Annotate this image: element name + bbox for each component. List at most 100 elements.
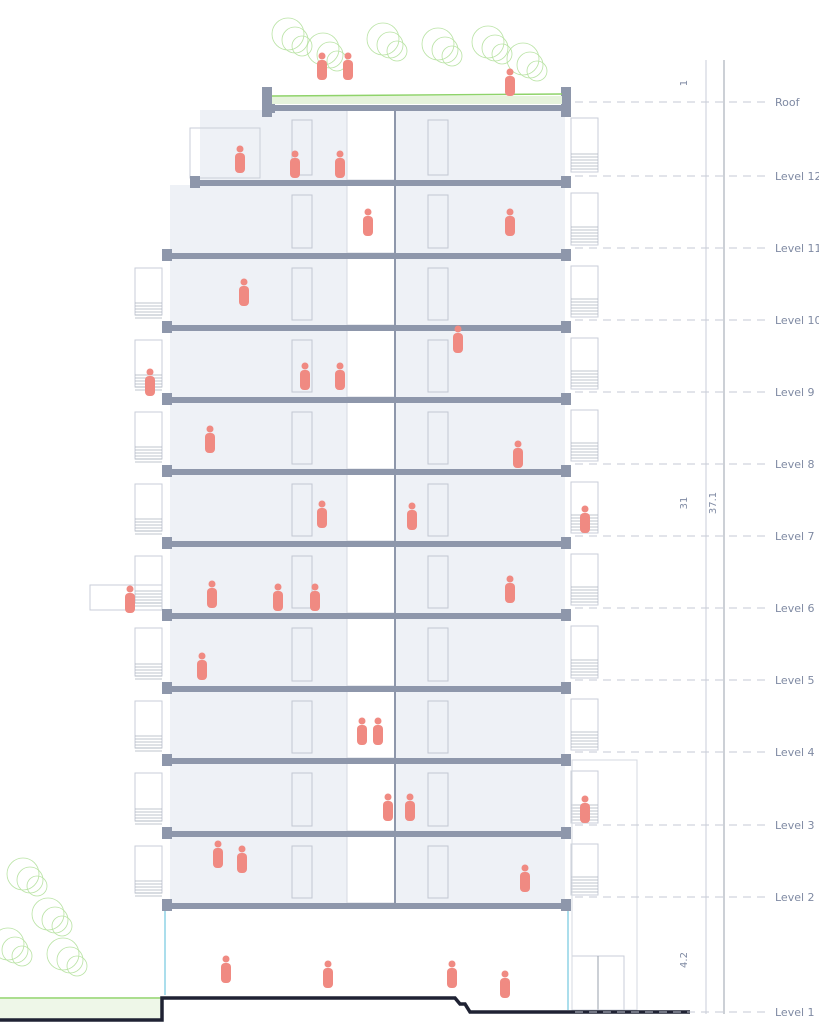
door: [427, 845, 449, 899]
person-body: [505, 216, 515, 236]
stair-core: [346, 109, 396, 181]
column: [561, 682, 571, 694]
balcony-right: [570, 117, 599, 173]
level-label: Level 2: [775, 891, 815, 904]
column: [190, 176, 200, 188]
tree: [506, 42, 540, 76]
column: [162, 899, 172, 911]
column: [561, 249, 571, 261]
person-body: [505, 583, 515, 603]
balcony-right: [570, 337, 599, 390]
person-head: [501, 970, 509, 978]
level-label: Level 7: [775, 530, 815, 543]
floor-slab: [162, 397, 570, 403]
tree: [6, 857, 40, 891]
person-body: [447, 968, 457, 988]
column: [561, 899, 571, 911]
person-body: [235, 153, 245, 173]
person-head: [581, 505, 589, 513]
door: [291, 627, 313, 682]
person-body: [205, 433, 215, 453]
level-labels: Roof Level 12 Level 11 Level 10 Level 9 Level…: [775, 96, 819, 1019]
balcony-right: [570, 553, 599, 606]
level-label: Level 3: [775, 819, 815, 832]
floor-slab: [190, 180, 570, 186]
door: [291, 194, 313, 249]
level-label: Level 10: [775, 314, 819, 327]
level-lines: [575, 101, 765, 1013]
roof-grass: [271, 93, 563, 97]
person-head: [336, 150, 344, 158]
person-body: [335, 370, 345, 390]
balcony-left: [134, 772, 163, 822]
stair-core: [346, 545, 396, 614]
door: [291, 119, 313, 176]
person-body: [213, 848, 223, 868]
person-body: [500, 978, 510, 998]
parapet: [262, 87, 272, 117]
person-head: [318, 500, 326, 508]
balcony-left: [134, 555, 163, 604]
floor-slab: [265, 105, 570, 111]
column: [162, 465, 172, 477]
person-body: [343, 60, 353, 80]
tree: [376, 31, 404, 59]
dimension-lines: 1 31 37.1 4.2: [679, 60, 725, 1014]
person-body: [317, 60, 327, 80]
door: [291, 845, 313, 899]
person-head: [514, 440, 522, 448]
column: [561, 465, 571, 477]
column: [561, 754, 571, 766]
person-body: [125, 593, 135, 613]
person-body: [373, 725, 383, 745]
tree: [0, 927, 25, 961]
person-head: [406, 793, 414, 801]
door: [291, 339, 313, 393]
floor-slab: [162, 613, 570, 619]
person-head: [506, 68, 514, 76]
person-head: [222, 955, 230, 963]
balcony-right: [570, 192, 599, 246]
person-body: [145, 376, 155, 396]
balcony-left: [134, 700, 163, 749]
column: [162, 682, 172, 694]
level-label: Level 1: [775, 1006, 815, 1019]
column: [162, 249, 172, 261]
balcony-right: [570, 265, 599, 318]
level-label: Level 11: [775, 242, 819, 255]
person-body: [580, 803, 590, 823]
column: [162, 393, 172, 405]
balcony-left: [134, 627, 163, 677]
person-head: [240, 278, 248, 286]
tree: [16, 866, 44, 894]
parapet: [561, 87, 571, 117]
person-head: [364, 208, 372, 216]
floor-slab: [162, 325, 570, 331]
balcony-right: [570, 625, 599, 679]
tree: [31, 897, 65, 931]
tree: [46, 937, 80, 971]
tree: [51, 915, 73, 937]
balcony-right: [570, 409, 599, 462]
dim-parapet: 1: [679, 80, 690, 86]
person-head: [206, 425, 214, 433]
door: [291, 483, 313, 537]
person-head: [581, 795, 589, 803]
stair-core: [346, 473, 396, 542]
person-head: [448, 960, 456, 968]
person-body: [520, 872, 530, 892]
level-label: Level 6: [775, 602, 815, 615]
annex: [571, 759, 638, 1011]
level-label: Level 9: [775, 386, 815, 399]
floor-slab: [162, 686, 570, 692]
person-head: [454, 325, 462, 333]
door: [427, 700, 449, 754]
column: [561, 321, 571, 333]
building: [89, 87, 638, 1012]
person-body: [580, 513, 590, 533]
tree: [516, 51, 544, 79]
tree: [26, 875, 48, 897]
floor-slab: [162, 253, 570, 259]
person-body: [453, 333, 463, 353]
